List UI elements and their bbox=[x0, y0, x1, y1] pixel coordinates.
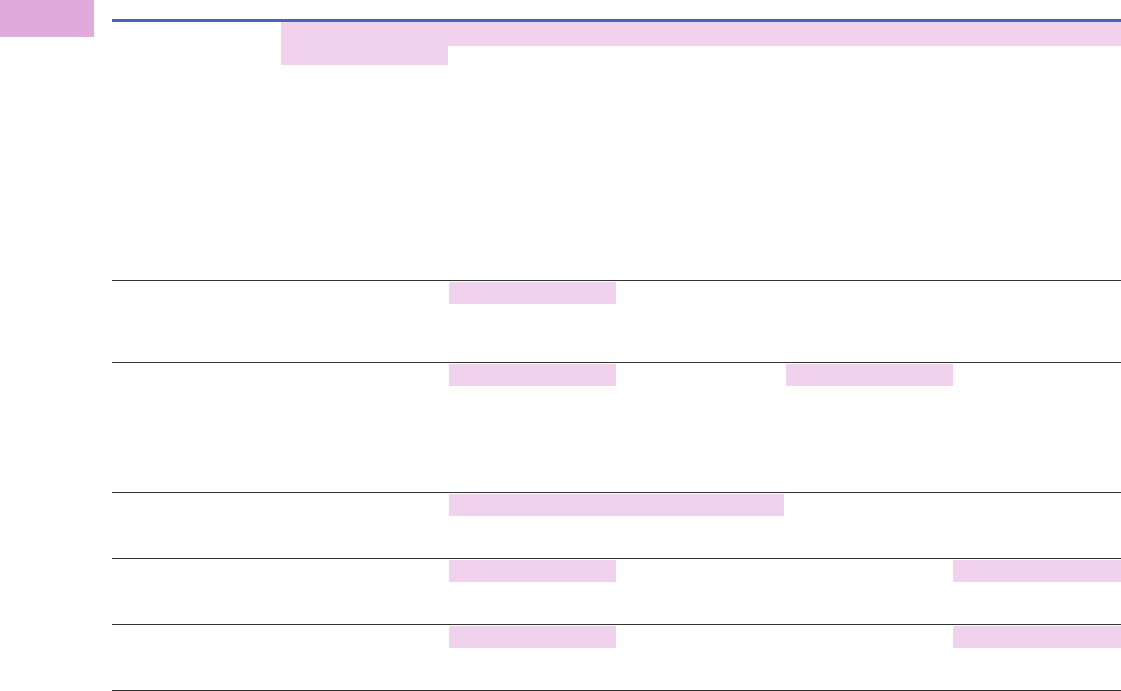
highlight bbox=[449, 626, 616, 648]
highlight bbox=[449, 282, 616, 304]
highlight bbox=[953, 560, 1121, 582]
highlight bbox=[449, 364, 616, 386]
highlight bbox=[449, 494, 784, 516]
cell-highlights bbox=[449, 282, 1121, 648]
highlight bbox=[449, 560, 616, 582]
highlight bbox=[953, 626, 1121, 648]
highlight bbox=[281, 22, 1121, 46]
highlight bbox=[786, 364, 953, 386]
highlight bbox=[281, 46, 448, 65]
corner-tab bbox=[0, 0, 94, 37]
